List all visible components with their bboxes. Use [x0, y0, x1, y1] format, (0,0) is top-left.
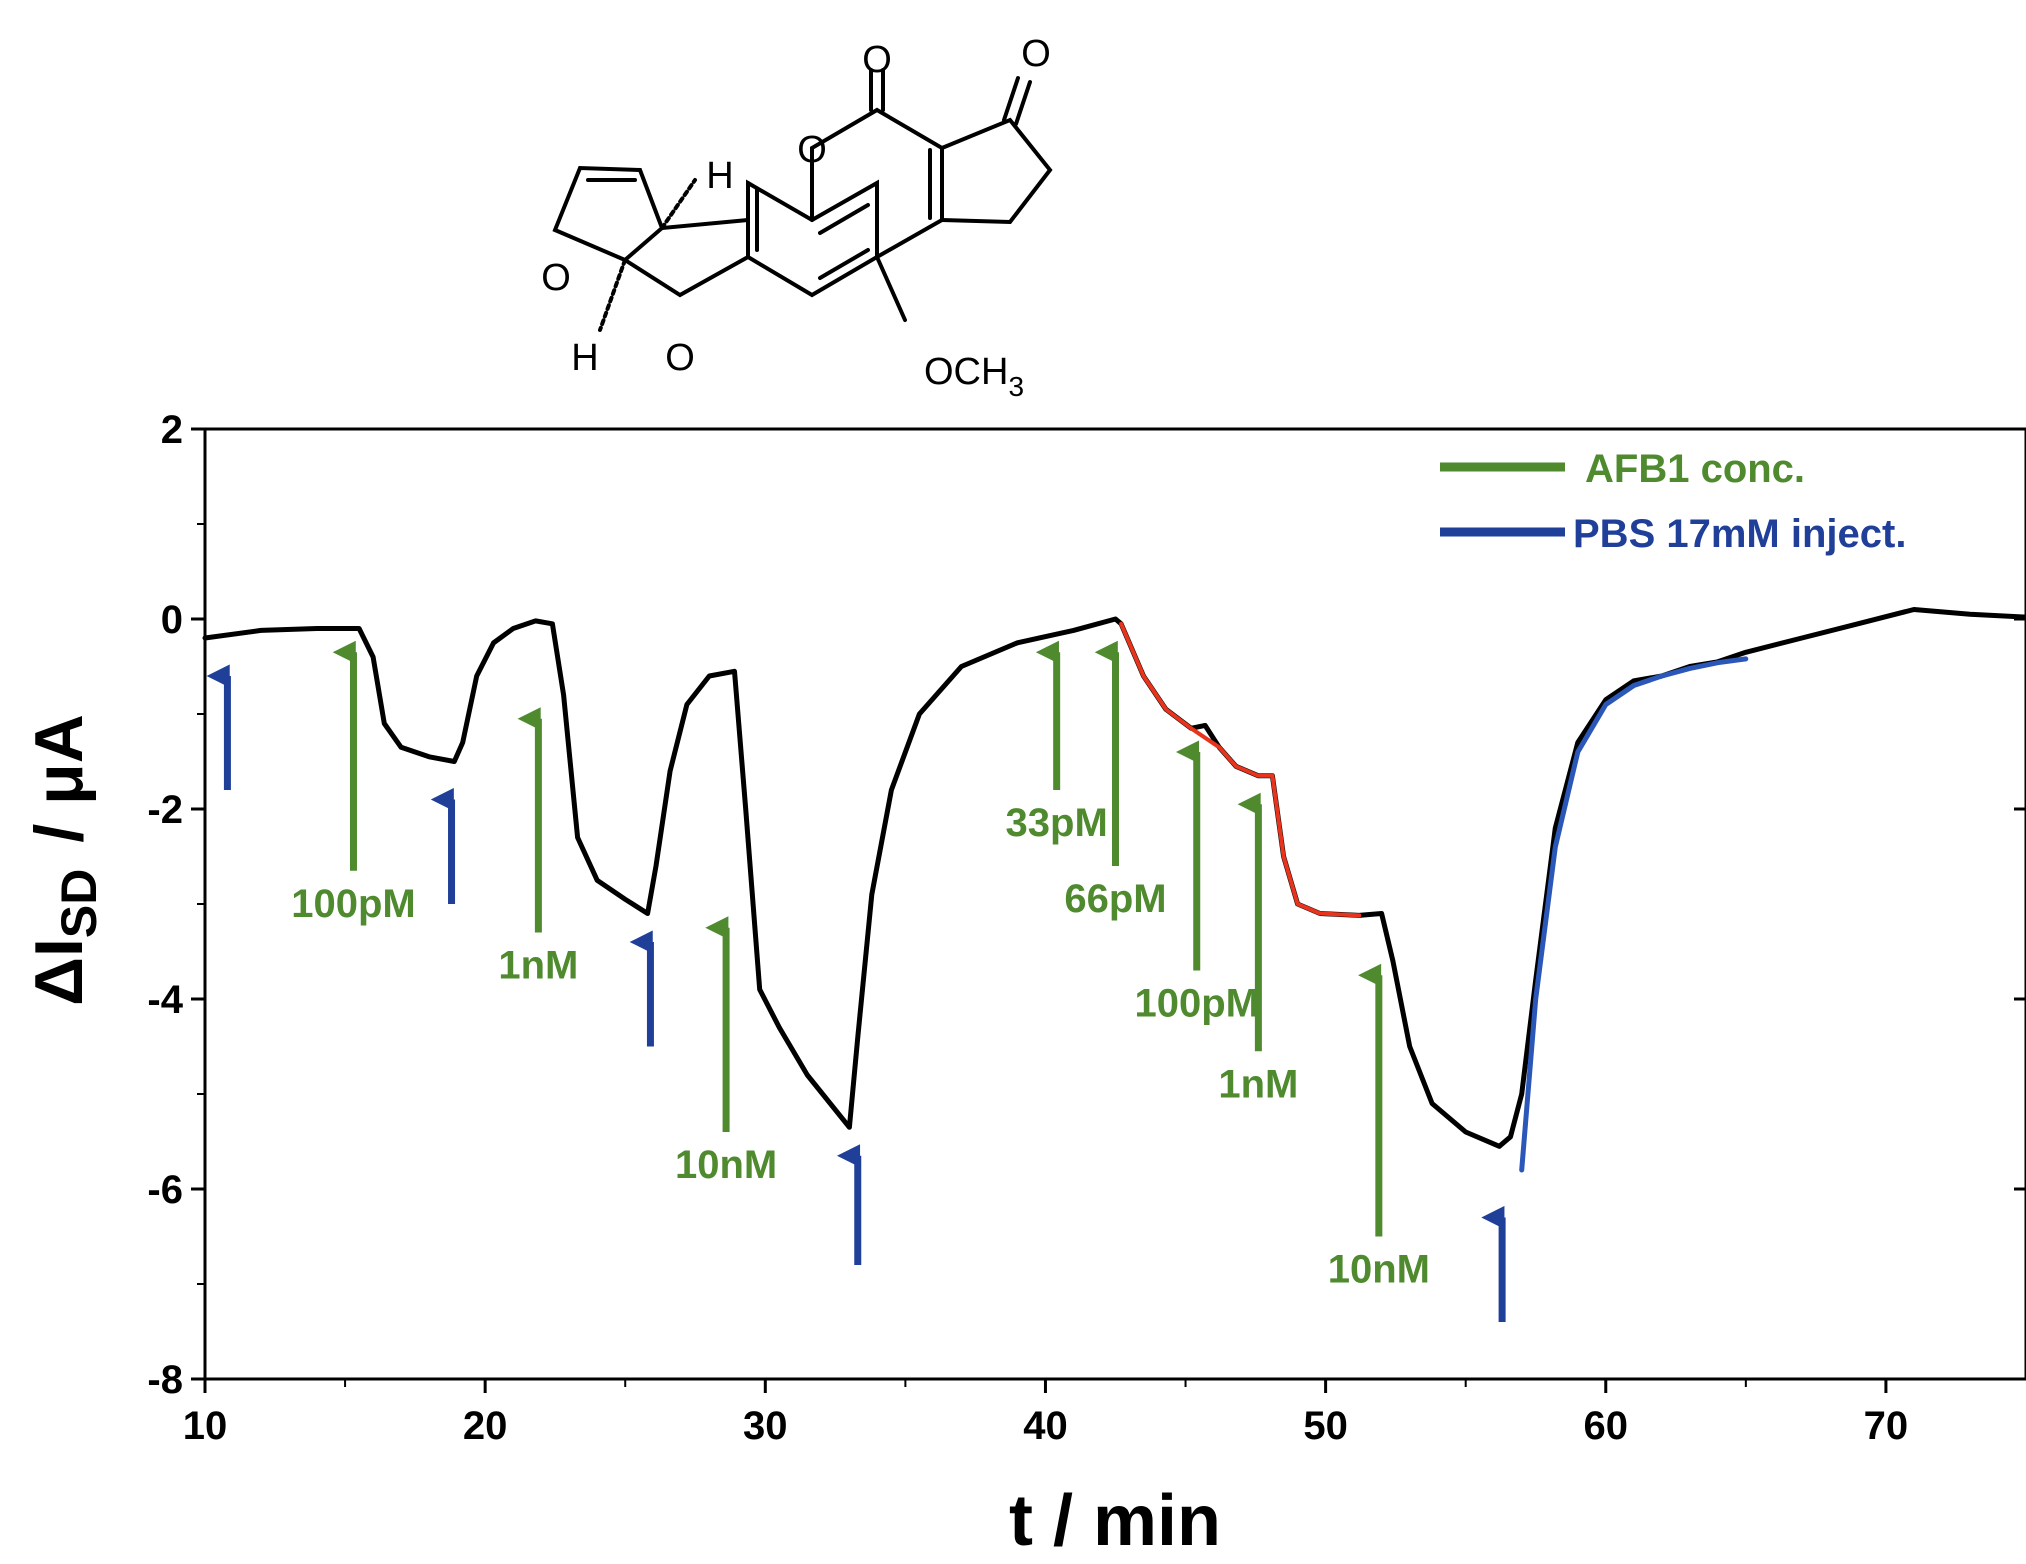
- lactone-ring: [810, 107, 944, 259]
- y-axis-title-unit: / μA: [21, 714, 97, 843]
- x-axis-title: t / min: [1009, 1481, 1221, 1561]
- atom-o-furan-1: O: [541, 257, 571, 299]
- atom-o-lactone: O: [797, 129, 827, 171]
- legend: AFB1 conc. PBS 17mM inject.: [1440, 447, 1906, 556]
- atom-o-furan-2: O: [665, 337, 695, 379]
- x-tick-label: 70: [1864, 1404, 1909, 1448]
- dihydrofuran-ring: [621, 218, 750, 298]
- methoxy-bond: [875, 255, 907, 322]
- afb1-concentration-label: 10nM: [675, 1143, 777, 1187]
- series-line-2: [1519, 656, 1749, 1173]
- series-line-1: [1119, 621, 1362, 918]
- y-tick-label: -6: [147, 1168, 183, 1212]
- afb1-concentration-label: 10nM: [1328, 1248, 1430, 1292]
- methoxy-label: OCH3: [924, 351, 1024, 402]
- series-line-0: [202, 607, 2026, 1149]
- molecule-labels: O O O O O H H OCH3: [541, 33, 1051, 402]
- y-tick-label: -8: [147, 1358, 183, 1402]
- afb1-concentration-label: 1nM: [498, 944, 578, 988]
- cyclopentenone-ring: [940, 117, 1053, 225]
- afb1-concentration-label: 100pM: [1134, 982, 1259, 1026]
- x-tick-label: 20: [463, 1404, 508, 1448]
- atom-o-carbonyl-2: O: [1021, 33, 1051, 75]
- atom-o-carbonyl-1: O: [862, 39, 892, 81]
- atom-h-top: H: [706, 155, 733, 197]
- methoxy-text: OCH: [924, 351, 1008, 393]
- methoxy-subscript: 3: [1008, 371, 1024, 402]
- y-tick-label: 0: [161, 598, 183, 642]
- afb1-concentration-label: 33pM: [1006, 801, 1108, 845]
- legend-label-pbs: PBS 17mM inject.: [1573, 512, 1906, 556]
- molecule-structure: [552, 68, 1053, 332]
- y-tick-label: 2: [161, 408, 183, 452]
- y-axis-ticks: 2 0 -2 -4 -6 -8: [147, 408, 2026, 1402]
- x-tick-label: 60: [1584, 1404, 1629, 1448]
- afb1-concentration-label: 100pM: [291, 882, 416, 926]
- x-axis-ticks: 10 20 30 40 50 60 70: [183, 1379, 1908, 1448]
- afb1-concentration-label: 66pM: [1064, 877, 1166, 921]
- x-tick-label: 40: [1023, 1404, 1068, 1448]
- x-tick-label: 30: [743, 1404, 788, 1448]
- annotation-layer: 100pM 1nM 10nM 33pM 66pM 100pM 1nM 10nM: [206, 640, 1506, 1322]
- y-tick-label: -4: [147, 978, 183, 1022]
- y-axis-title-sub: SD: [51, 869, 107, 938]
- y-axis-title: ΔISD / μA: [21, 714, 107, 1006]
- y-tick-label: -2: [147, 788, 183, 832]
- carbonyl-bond-2: [1002, 76, 1020, 122]
- afb1-concentration-label: 1nM: [1218, 1062, 1298, 1106]
- atom-h-bottom: H: [571, 337, 598, 379]
- legend-label-afb1: AFB1 conc.: [1585, 447, 1805, 491]
- series-layer: [202, 607, 2026, 1173]
- y-axis-title-main: ΔI: [21, 938, 97, 1006]
- x-tick-label: 50: [1303, 1404, 1348, 1448]
- x-tick-label: 10: [183, 1404, 228, 1448]
- svg-text:ΔISD/ μA: ΔISD / μA: [21, 714, 107, 1006]
